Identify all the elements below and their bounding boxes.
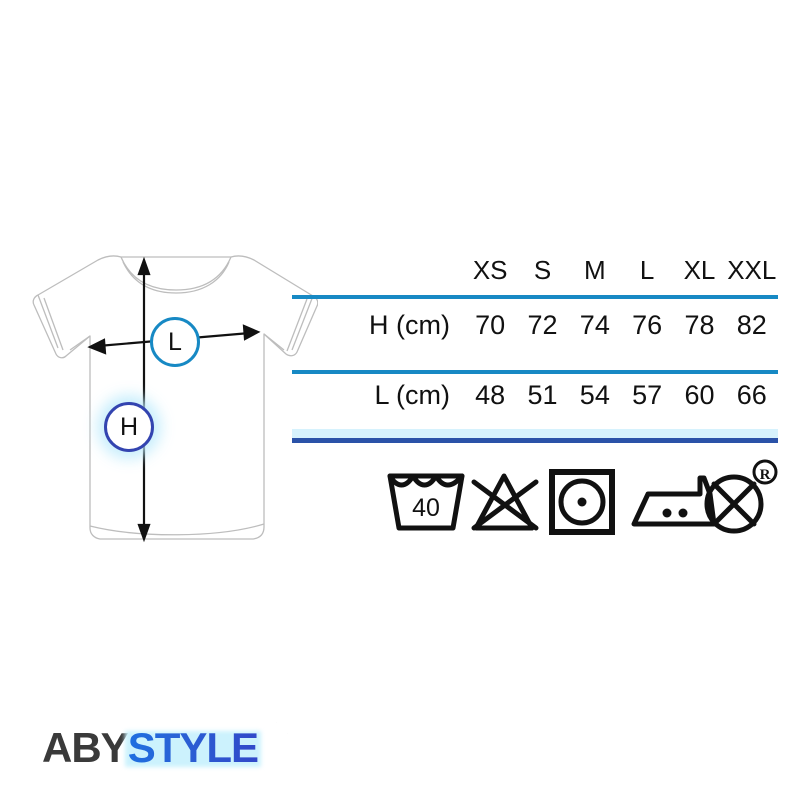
row-label-height: H (cm) <box>369 309 450 340</box>
table-header-row: XS S M L XL XXL <box>292 248 778 292</box>
t-shirt-diagram <box>18 238 318 563</box>
wash-40-icon: 40 <box>387 473 465 531</box>
column-header-m: M <box>583 254 606 285</box>
measurement-badge-l-label: L <box>168 327 182 356</box>
table-row-height: H (cm) 70 72 74 76 78 82 <box>292 300 778 350</box>
svg-text:R: R <box>760 467 771 483</box>
registered-trademark-icon: R <box>752 459 778 485</box>
column-header-xxl: XXL <box>727 254 777 285</box>
table-rule-bottom <box>292 429 778 443</box>
do-not-bleach-icon <box>471 473 539 531</box>
iron-medium-icon <box>631 475 717 527</box>
cell-l-m: 54 <box>579 379 610 410</box>
cell-l-l: 57 <box>632 379 663 410</box>
logo-style-wrap: STYLE <box>128 727 258 769</box>
column-header-s: S <box>533 254 552 285</box>
cell-h-xl: 78 <box>684 309 715 340</box>
table-row-length: L (cm) 48 51 54 57 60 66 <box>292 370 778 420</box>
cell-h-l: 76 <box>632 309 663 340</box>
logo-text-style: STYLE <box>127 724 259 771</box>
abystyle-logo: ABY STYLE <box>30 722 288 774</box>
cell-h-m: 74 <box>579 309 610 340</box>
table-rule-top <box>292 295 778 299</box>
column-header-xs: XS <box>472 254 508 285</box>
logo-text-aby: ABY <box>42 724 128 771</box>
t-shirt-outline-icon <box>32 255 318 543</box>
column-header-xl: XL <box>683 254 716 285</box>
measurement-badge-l: L <box>150 317 200 367</box>
tumble-dry-low-icon <box>549 469 615 535</box>
wash-temperature-label: 40 <box>412 494 440 522</box>
do-not-dry-clean-icon <box>704 474 764 534</box>
care-symbols-row: 40 R <box>384 458 780 546</box>
cell-h-xs: 70 <box>475 309 506 340</box>
measurement-badge-h: H <box>104 402 154 452</box>
cell-h-s: 72 <box>527 309 558 340</box>
logo-glow <box>125 731 261 767</box>
table-rule-middle <box>292 370 778 374</box>
column-header-l: L <box>639 254 655 285</box>
cell-l-xl: 60 <box>684 379 715 410</box>
cell-l-xxl: 66 <box>736 379 767 410</box>
row-label-length: L (cm) <box>374 379 451 410</box>
cell-l-xs: 48 <box>475 379 506 410</box>
measurement-arrows <box>87 256 261 543</box>
cell-h-xxl: 82 <box>736 309 767 340</box>
measurement-badge-h-label: H <box>119 412 139 441</box>
cell-l-s: 51 <box>527 379 558 410</box>
size-chart-table: XS S M L XL XXL H (cm) 70 72 74 76 78 82… <box>292 248 778 453</box>
